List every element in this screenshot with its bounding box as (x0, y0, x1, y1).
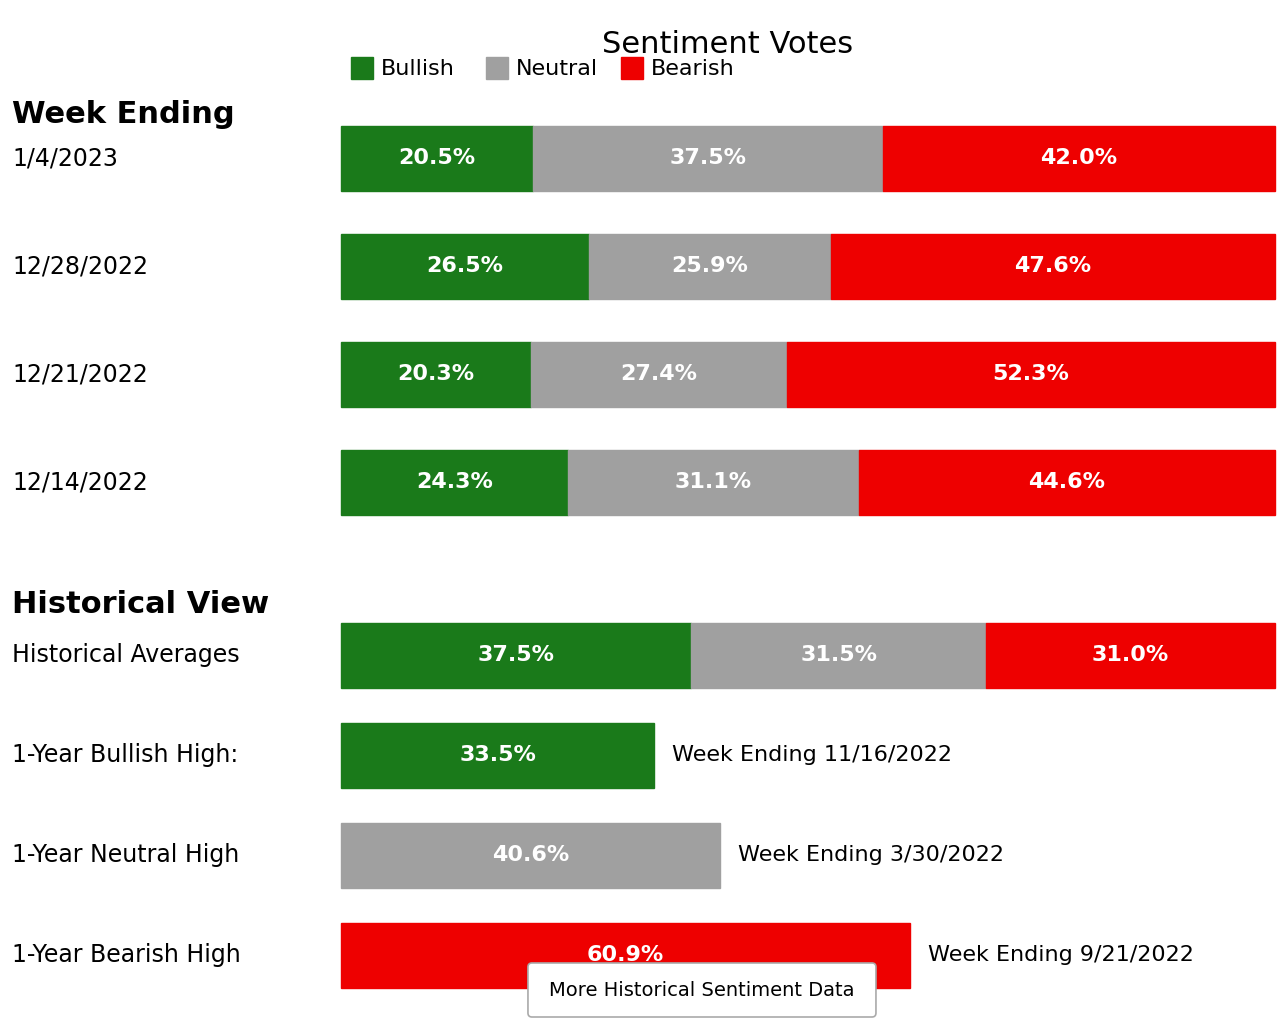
Text: 1/4/2023: 1/4/2023 (12, 146, 118, 170)
Text: 42.0%: 42.0% (1041, 148, 1118, 168)
Bar (487, 57, 509, 79)
Text: Sentiment Votes: Sentiment Votes (603, 30, 853, 59)
Bar (341, 450, 568, 515)
Text: 31.5%: 31.5% (800, 645, 877, 665)
Text: 12/28/2022: 12/28/2022 (12, 254, 148, 278)
Text: 26.5%: 26.5% (426, 256, 504, 276)
Text: 44.6%: 44.6% (1028, 472, 1105, 492)
Text: Week Ending 9/21/2022: Week Ending 9/21/2022 (929, 945, 1194, 965)
Text: Bullish: Bullish (381, 59, 455, 79)
Bar (352, 57, 374, 79)
Text: More Historical Sentiment Data: More Historical Sentiment Data (549, 980, 855, 1000)
Bar (882, 125, 1275, 191)
Text: Bearish: Bearish (652, 59, 735, 79)
Bar (531, 342, 787, 406)
Bar (341, 722, 654, 787)
Text: 37.5%: 37.5% (670, 148, 746, 168)
Bar (831, 233, 1275, 298)
Text: 1-Year Bearish High: 1-Year Bearish High (12, 943, 241, 967)
Text: 27.4%: 27.4% (621, 364, 697, 384)
Bar (341, 623, 692, 688)
Bar (341, 342, 531, 406)
FancyBboxPatch shape (528, 963, 876, 1017)
Bar (533, 125, 882, 191)
Text: 24.3%: 24.3% (416, 472, 493, 492)
Text: 20.5%: 20.5% (398, 148, 475, 168)
Bar (589, 233, 831, 298)
Bar (985, 623, 1275, 688)
Text: Historical Averages: Historical Averages (12, 643, 240, 667)
Text: 40.6%: 40.6% (492, 845, 569, 865)
Text: 33.5%: 33.5% (460, 745, 536, 765)
Text: Week Ending: Week Ending (12, 100, 234, 130)
Bar (568, 450, 859, 515)
Bar (341, 922, 911, 987)
Text: 60.9%: 60.9% (587, 945, 665, 965)
Text: 12/14/2022: 12/14/2022 (12, 470, 148, 494)
Text: 20.3%: 20.3% (398, 364, 475, 384)
Bar (692, 623, 985, 688)
Text: Week Ending 11/16/2022: Week Ending 11/16/2022 (672, 745, 952, 765)
Text: Historical View: Historical View (12, 589, 269, 618)
Text: 52.3%: 52.3% (993, 364, 1069, 384)
Bar (341, 125, 533, 191)
Bar (341, 233, 589, 298)
Bar (859, 450, 1275, 515)
Bar (341, 823, 720, 888)
Text: 1-Year Neutral High: 1-Year Neutral High (12, 843, 240, 867)
Text: 12/21/2022: 12/21/2022 (12, 362, 148, 386)
Bar (787, 342, 1275, 406)
Bar (621, 57, 643, 79)
Text: 47.6%: 47.6% (1015, 256, 1091, 276)
Text: 1-Year Bullish High:: 1-Year Bullish High: (12, 743, 238, 767)
Text: 25.9%: 25.9% (671, 256, 748, 276)
Text: 31.0%: 31.0% (1092, 645, 1170, 665)
Text: Week Ending 3/30/2022: Week Ending 3/30/2022 (738, 845, 1005, 865)
Text: Neutral: Neutral (516, 59, 599, 79)
Text: 37.5%: 37.5% (478, 645, 555, 665)
Text: 31.1%: 31.1% (675, 472, 752, 492)
